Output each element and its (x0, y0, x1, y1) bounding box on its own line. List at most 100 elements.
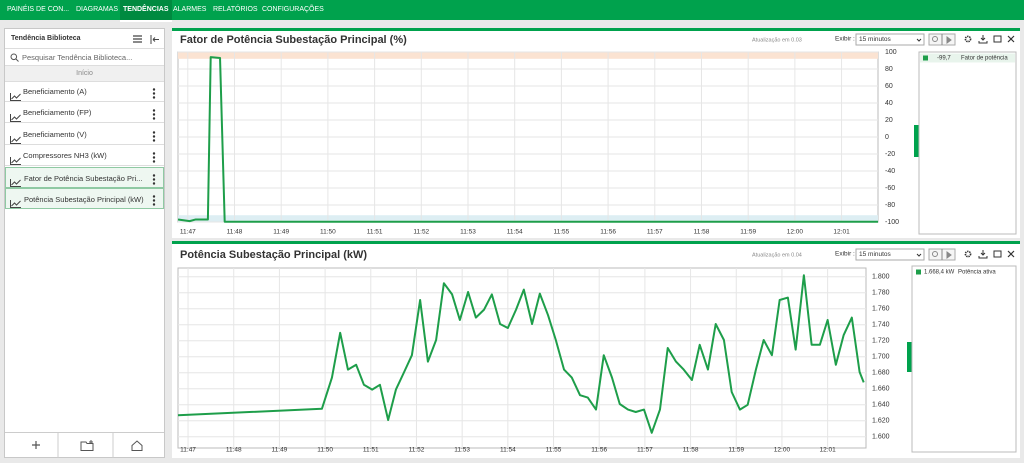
x-tick-label: 11:55 (553, 229, 569, 236)
zoom-icon (932, 36, 938, 42)
update-time: Atualização em 0.03 (752, 37, 802, 43)
x-tick-label: 11:57 (647, 229, 663, 236)
close-icon[interactable] (1007, 250, 1015, 258)
maximize-icon[interactable] (993, 250, 1002, 258)
x-tick-label: 11:53 (454, 447, 470, 454)
x-tick-label: 11:49 (272, 447, 288, 454)
sidebar: Tendência Biblioteca Pesquisar Tendência… (4, 28, 165, 458)
panel-toggle[interactable] (914, 125, 919, 157)
limit-band (178, 52, 878, 59)
y-tick-label: 1.620 (872, 418, 890, 425)
y-tick-label: 1.700 (872, 354, 890, 361)
trend-icon (10, 88, 21, 101)
show-label: Exibir : (835, 251, 855, 258)
x-tick-label: 11:47 (180, 229, 196, 236)
trend-icon (10, 152, 21, 166)
x-tick-label: 11:51 (363, 447, 379, 454)
y-tick-label: 100 (885, 49, 897, 56)
chart: Fator de Potência Subestação Principal (… (177, 33, 1017, 236)
x-tick-label: 11:54 (507, 229, 523, 236)
y-tick-label: 40 (885, 100, 893, 107)
x-tick-label: 11:52 (409, 447, 425, 454)
nav-tab[interactable]: ALARMES (173, 6, 207, 13)
y-tick-label: 1.760 (872, 306, 890, 313)
y-tick-label: -60 (885, 185, 895, 192)
zoom-icons (941, 34, 952, 45)
x-tick-label: 12:00 (787, 229, 804, 236)
series-line (177, 56, 878, 223)
download-icon[interactable] (978, 250, 988, 259)
update-time: Atualização em 0.04 (752, 252, 802, 258)
x-tick-label: 11:51 (367, 229, 383, 236)
trend-item[interactable]: Compressores NH3 (kW) (5, 145, 164, 167)
x-tick-label: 11:55 (546, 447, 562, 454)
footer-icons[interactable] (5, 433, 164, 458)
x-tick-label: 11:48 (227, 229, 243, 236)
maximize-icon[interactable] (993, 35, 1002, 43)
close-icon[interactable] (1007, 35, 1015, 43)
settings-icon[interactable] (964, 250, 972, 258)
trend-icon (10, 174, 21, 187)
trend-icon (10, 109, 21, 123)
settings-icon[interactable] (964, 35, 972, 43)
trend-item[interactable]: Beneficiamento (A) (5, 81, 164, 102)
download-icon[interactable] (978, 35, 988, 44)
nav-tab[interactable]: TENDÊNCIAS (120, 0, 172, 22)
legend-box (918, 51, 1017, 235)
y-tick-label: 1.680 (872, 370, 890, 377)
legend-swatch (916, 269, 921, 275)
trend-item[interactable]: Potência Subestação Principal (kW) (5, 188, 164, 209)
zoom-icons (941, 249, 952, 260)
range-select[interactable] (855, 33, 925, 46)
panel-toggle[interactable] (907, 342, 912, 372)
show-label: Exibir : (835, 36, 855, 43)
search-icon (10, 53, 19, 62)
y-tick-label: 60 (885, 83, 893, 90)
x-tick-label: 11:54 (500, 447, 516, 454)
y-tick-label: -80 (885, 202, 895, 209)
trend-item[interactable]: Fator de Potência Subestação Pri... (5, 166, 164, 188)
x-tick-label: 11:47 (180, 447, 196, 454)
trend-icon (10, 195, 21, 208)
range-select[interactable] (855, 248, 925, 261)
trend-item[interactable]: Beneficiamento (FP) (5, 102, 164, 124)
sidebar-tools[interactable] (133, 35, 159, 44)
item-menu[interactable] (152, 86, 156, 99)
nav-tab[interactable]: RELATÓRIOS (213, 6, 258, 13)
sidebar-title: Tendência Biblioteca (5, 29, 164, 49)
y-tick-label: 1.660 (872, 386, 890, 393)
top-nav: PAINÉIS DE CON... DIAGRAMAS TENDÊNCIAS ALAR… (0, 0, 1024, 22)
item-menu[interactable] (152, 129, 156, 142)
series-line (177, 274, 865, 434)
x-tick-label: 11:56 (591, 447, 607, 454)
y-tick-label: -100 (885, 219, 899, 226)
x-tick-label: 11:58 (694, 229, 710, 236)
item-menu[interactable] (152, 193, 156, 206)
y-tick-label: 1.720 (872, 338, 890, 345)
trend-panel: Fator de Potência Subestação Principal (… (172, 28, 1020, 238)
x-tick-label: 11:58 (683, 447, 699, 454)
x-tick-label: 11:57 (637, 447, 653, 454)
y-tick-label: 80 (885, 66, 893, 73)
y-tick-label: -40 (885, 168, 895, 175)
x-tick-label: 11:53 (460, 229, 476, 236)
nav-tab[interactable]: DIAGRAMAS (76, 6, 119, 13)
panel-title: Fator de Potência Subestação Principal (… (180, 34, 407, 46)
legend-value: 1.668,4 kW (924, 270, 955, 276)
y-tick-label: 20 (885, 117, 893, 124)
range-option: 15 minutos (859, 251, 892, 258)
item-menu[interactable] (152, 150, 156, 163)
nav-tab[interactable]: CONFIGURAÇÕES (262, 6, 324, 13)
item-menu[interactable] (152, 172, 156, 185)
item-menu[interactable] (152, 107, 156, 121)
x-tick-label: 12:01 (833, 229, 850, 236)
trend-item[interactable]: Beneficiamento (V) (5, 124, 164, 145)
x-tick-label: 11:59 (740, 229, 756, 236)
sidebar-footer (5, 432, 164, 458)
trend-panel: Potência Subestação Principal (kW) Atuali… (172, 241, 1020, 458)
nav-tab[interactable]: PAINÉIS DE CON... (7, 6, 70, 13)
search-input[interactable]: Pesquisar Tendência Biblioteca... (5, 49, 164, 66)
x-tick-label: 11:52 (413, 229, 429, 236)
